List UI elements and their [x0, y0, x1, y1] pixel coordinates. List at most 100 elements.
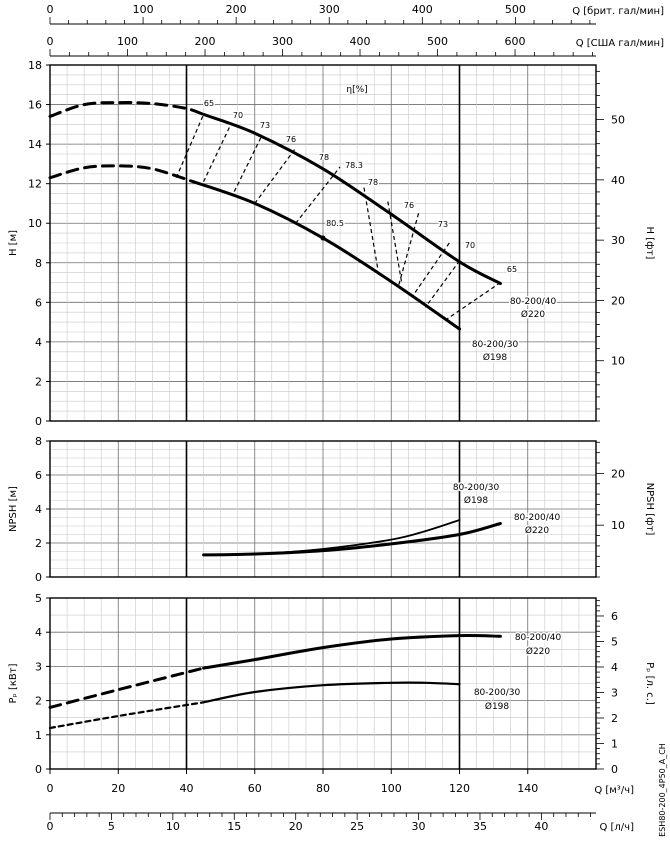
h-ytick-label: 2 [35, 375, 42, 388]
n-ytick-label: 8 [35, 435, 42, 448]
efficiency-axis-label: η[%] [346, 85, 367, 95]
npsh-series-name-40: 80-200/40 [514, 513, 561, 523]
bottom-axis-label: 25 [350, 820, 364, 833]
x-tick-label: 20 [111, 782, 125, 795]
iso-efficiency-label: 78 [319, 153, 329, 162]
p-ylabel: Pₚ [кВт] [8, 663, 19, 703]
p-series-name-30: 80-200/30 [474, 688, 521, 698]
h-ytick-label: 10 [28, 217, 42, 230]
iso-efficiency-line [175, 114, 205, 178]
x-tick-label: 60 [248, 782, 262, 795]
h-ytick-label: 12 [28, 178, 42, 191]
iso-efficiency-label: 65 [507, 265, 517, 274]
x-axis-title: Q [м³/ч] [594, 785, 634, 796]
iso-efficiency-label: 73 [438, 220, 448, 229]
iso-efficiency-label: 70 [233, 111, 243, 120]
top-axis-label-1: 100 [117, 35, 138, 48]
p-ytick-right-label: 0 [611, 763, 618, 776]
iso-efficiency-label: 65 [204, 99, 214, 108]
bottom-axis-title: Q [л/ч] [599, 822, 634, 833]
p-ytick-right-label: 6 [611, 610, 618, 623]
bottom-axis-label: 20 [289, 820, 303, 833]
h-ytick-right-label: 10 [611, 355, 625, 368]
h-series-name-40: 80-200/40 [510, 297, 557, 307]
npsh-series-dia-40: Ø220 [525, 525, 550, 536]
h-series-dia-30: Ø198 [483, 352, 508, 363]
n-ytick-right-label: 20 [611, 467, 625, 480]
n-ytick-label: 0 [35, 571, 42, 584]
n-ylabel: NPSH [м] [8, 486, 19, 532]
n-ylabel-right: NPSH [фт] [644, 483, 655, 536]
h-ytick-right-label: 20 [611, 294, 625, 307]
p-curve-2 [202, 681, 461, 704]
p-series-dia-30: Ø198 [485, 701, 510, 712]
n-ytick-label: 4 [35, 503, 42, 516]
n-ytick-label: 2 [35, 537, 42, 550]
p-ytick-label: 5 [35, 592, 42, 605]
top-axis-label-1: 300 [272, 35, 293, 48]
h-ytick-label: 14 [28, 138, 42, 151]
x-tick-label: 100 [381, 782, 402, 795]
footer-code: ESH80-200_4P50_A_CH [658, 743, 667, 837]
h-ytick-right-label: 40 [611, 174, 625, 187]
h-ytick-right-label: 30 [611, 234, 625, 247]
h-ytick-label: 18 [28, 59, 42, 72]
p-series-dia-40: Ø220 [526, 646, 551, 657]
top-axis-label-0: 200 [226, 3, 247, 16]
p-ytick-label: 4 [35, 626, 42, 639]
efficiency-point [320, 235, 326, 241]
p-series-name-40: 80-200/40 [515, 633, 562, 643]
p-ytick-label: 3 [35, 660, 42, 673]
bottom-axis-label: 0 [47, 820, 54, 833]
p-ytick-right-label: 1 [611, 737, 618, 750]
h-ytick-label: 6 [35, 296, 42, 309]
iso-efficiency-line [233, 135, 263, 192]
x-tick-label: 140 [517, 782, 538, 795]
h-series-dia-40: Ø220 [521, 309, 546, 320]
top-axis-label-1: 600 [505, 35, 526, 48]
n-ytick-label: 6 [35, 469, 42, 482]
bottom-axis-label: 15 [227, 820, 241, 833]
p-ytick-label: 2 [35, 695, 42, 708]
x-tick-label: 80 [316, 782, 330, 795]
h-series-name-30: 80-200/30 [472, 340, 519, 350]
iso-efficiency-label: 76 [286, 135, 296, 144]
p-ytick-right-label: 2 [611, 712, 618, 725]
p-curve-1 [48, 666, 206, 709]
top-axis-label-1: 200 [195, 35, 216, 48]
iso-efficiency-line [295, 166, 341, 224]
iso-efficiency-line [442, 282, 501, 323]
top-axis-label-0: 100 [133, 3, 154, 16]
p-ytick-right-label: 4 [611, 661, 618, 674]
p-ytick-right-label: 5 [611, 635, 618, 648]
top-axis-title-1: Q [США гал/мин] [576, 38, 664, 49]
top-axis-label-0: 500 [505, 3, 526, 16]
bottom-axis-label: 35 [473, 820, 487, 833]
efficiency-point-label: 80.5 [326, 219, 344, 228]
p-curve-3 [48, 701, 205, 730]
top-axis-label-0: 300 [319, 3, 340, 16]
h-curve-3 [48, 164, 195, 184]
h-ytick-label: 16 [28, 99, 42, 112]
iso-efficiency-line [397, 213, 420, 288]
p-ytick-label: 0 [35, 763, 42, 776]
x-tick-label: 120 [449, 782, 470, 795]
bottom-axis-label: 40 [534, 820, 548, 833]
iso-efficiency-line [254, 147, 297, 204]
top-axis-label-1: 0 [47, 35, 54, 48]
iso-efficiency-line [203, 124, 232, 182]
top-axis-title-0: Q [брит. гал/мин] [572, 6, 664, 17]
h-curve-2 [191, 180, 461, 331]
iso-efficiency-label: 76 [404, 201, 414, 210]
h-ytick-right-label: 50 [611, 114, 625, 127]
iso-efficiency-label: 70 [465, 241, 475, 250]
bottom-axis-label: 10 [166, 820, 180, 833]
h-ytick-label: 4 [35, 336, 42, 349]
npsh-curve-30 [202, 519, 461, 556]
bottom-axis-label: 30 [412, 820, 426, 833]
bottom-axis-label: 5 [108, 820, 115, 833]
iso-efficiency-label: 78 [368, 178, 378, 187]
npsh-series-name-30: 80-200/30 [453, 483, 500, 493]
iso-efficiency-label: 73 [260, 121, 270, 130]
